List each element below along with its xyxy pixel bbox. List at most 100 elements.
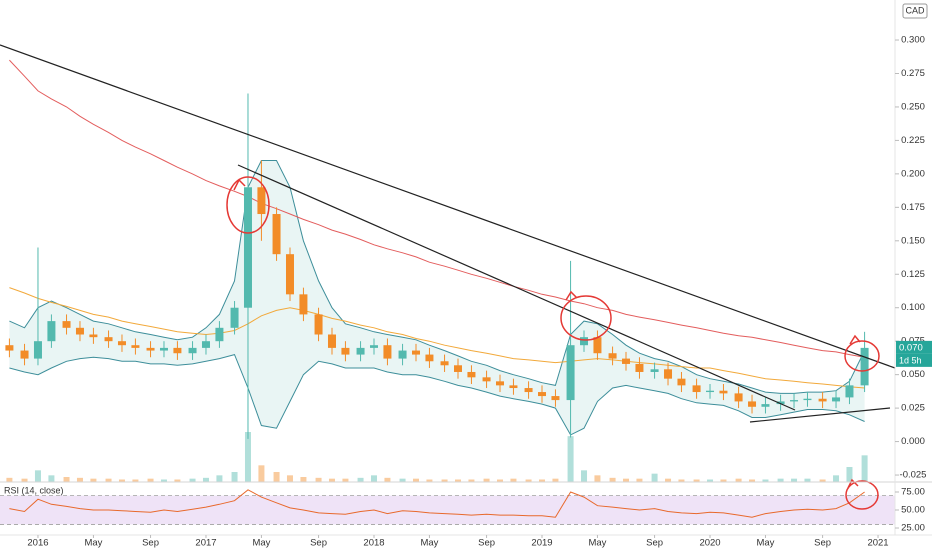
volume-bar: [497, 479, 504, 482]
candle-body: [748, 401, 757, 407]
bollinger-lower: [9, 354, 865, 436]
candle-body: [692, 385, 701, 393]
volume-bar: [861, 455, 868, 482]
candle-body: [454, 365, 463, 372]
candle-body: [509, 385, 518, 389]
candle-body: [327, 334, 336, 348]
x-tick-label: 2018: [363, 538, 384, 549]
candle-body: [566, 345, 575, 401]
volume-bar: [384, 477, 391, 482]
candle-body: [215, 327, 224, 342]
x-tick-label: May: [84, 538, 102, 549]
candle-body: [425, 354, 434, 362]
x-tick-label: Sep: [310, 538, 327, 549]
candle-body: [272, 214, 281, 255]
moving-average: [9, 287, 865, 389]
candle-body: [551, 396, 560, 401]
y-tick-label: 0.275: [901, 68, 925, 79]
moving-average: [9, 59, 865, 358]
candle-body: [482, 377, 491, 382]
currency-box: [902, 3, 928, 19]
candle-body: [146, 347, 155, 351]
y-tick-label: 0.050: [901, 369, 925, 380]
y-tick-label: 0.025: [901, 403, 925, 414]
candle-body: [818, 398, 827, 402]
candle-body: [677, 378, 686, 386]
arrow: [847, 478, 859, 489]
candle-body: [538, 392, 547, 397]
candle-body: [650, 369, 659, 372]
y-tick-label: 25.00: [901, 523, 925, 534]
candle-body: [159, 347, 168, 351]
y-tick-label: 0.200: [901, 168, 925, 179]
volume-bar: [846, 467, 853, 482]
candle-body: [496, 381, 505, 386]
candle-body: [719, 390, 728, 394]
x-tick-label: May: [420, 538, 438, 549]
y-tick-label: 75.00: [901, 487, 925, 498]
candle-body: [832, 397, 841, 402]
trend-line: [237, 164, 796, 411]
volume-bar: [441, 479, 448, 482]
candle-body: [131, 345, 140, 348]
candle-body: [75, 327, 84, 335]
rsi-line: [9, 489, 865, 518]
x-tick-label: 2016: [27, 538, 48, 549]
rsi-title: RSI (14, close): [4, 485, 64, 495]
last-price-box: [896, 340, 932, 354]
volume-bar: [426, 479, 433, 482]
candle-body: [790, 400, 799, 402]
x-tick-label: May: [588, 538, 606, 549]
volume-bar: [273, 472, 280, 482]
volume-bar: [6, 477, 13, 482]
currency: CAD: [905, 5, 925, 15]
x-tick-label: 2017: [195, 538, 216, 549]
volume-bar: [819, 479, 826, 482]
volume-bar: [189, 478, 196, 482]
candle-body: [622, 358, 631, 364]
volume-bar: [539, 479, 546, 482]
y-tick-label: 0.150: [901, 235, 925, 246]
candle-body: [664, 369, 673, 379]
volume-bar: [720, 479, 727, 482]
volume-bar: [483, 478, 490, 482]
y-tick-label: 0.000: [901, 436, 925, 447]
volume-bar: [231, 472, 238, 482]
highlight-circle: [845, 480, 879, 510]
candle-body: [89, 334, 98, 338]
volume-bar: [412, 478, 419, 482]
candle-body: [299, 294, 308, 315]
last-price-label: 0.070: [899, 342, 923, 353]
candle-body: [33, 341, 42, 359]
candle-body: [62, 321, 71, 328]
y-tick-label: 50.00: [901, 505, 925, 516]
arrow: [849, 334, 861, 345]
candle-body: [5, 345, 14, 351]
candle-body: [173, 347, 182, 354]
x-tick-label: May: [756, 538, 774, 549]
bollinger-fill: [9, 160, 865, 435]
arrow: [233, 178, 246, 191]
volume-bar: [636, 478, 643, 482]
y-tick-label: 0.125: [901, 269, 925, 280]
countdown: 1d 5h: [899, 355, 922, 365]
volume-bar: [370, 475, 377, 482]
y-tick-label: 0.225: [901, 135, 925, 146]
volume-bar: [342, 478, 349, 482]
volume-bar: [174, 479, 181, 482]
candle-body: [860, 347, 869, 386]
volume-bar: [749, 479, 756, 482]
candle-body: [776, 401, 785, 405]
y-tick-label: 0.175: [901, 202, 925, 213]
volume-bar: [328, 478, 335, 482]
rsi-band: [0, 495, 895, 525]
volume-bar: [399, 478, 406, 482]
candle-body: [593, 337, 602, 354]
volume-bar: [525, 479, 532, 482]
highlight-circle: [844, 340, 880, 372]
volume-bar: [510, 478, 517, 482]
candle-body: [341, 347, 350, 355]
x-tick-label: 2019: [531, 538, 552, 549]
volume-bar: [707, 479, 714, 482]
candle-body: [20, 350, 29, 359]
